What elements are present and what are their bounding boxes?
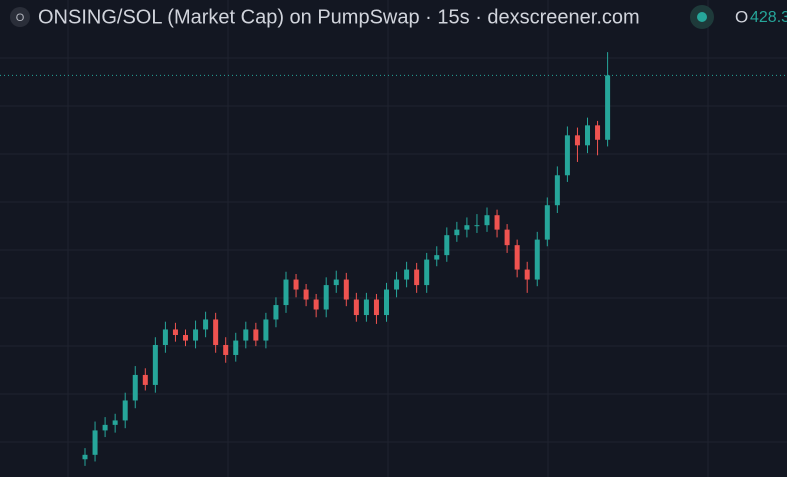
candle-body bbox=[243, 329, 249, 341]
candle-body bbox=[263, 319, 269, 341]
symbol-icon bbox=[10, 7, 30, 27]
candle-body bbox=[112, 420, 118, 425]
candle-body bbox=[223, 344, 229, 355]
candle-body bbox=[172, 329, 178, 336]
candle-body bbox=[394, 279, 400, 290]
candle-body bbox=[494, 215, 500, 230]
candle-body bbox=[585, 125, 590, 146]
candle-body bbox=[203, 319, 209, 330]
candle-body bbox=[333, 279, 339, 286]
candle-body bbox=[464, 225, 470, 230]
candle-body bbox=[564, 135, 570, 176]
candle-body bbox=[534, 239, 540, 280]
candle-body bbox=[92, 430, 98, 455]
candle-body bbox=[484, 215, 490, 226]
candle-body bbox=[544, 205, 550, 240]
candle-body bbox=[323, 285, 329, 310]
candle-body bbox=[233, 340, 239, 355]
candle-body bbox=[183, 335, 188, 341]
open-label: O bbox=[735, 7, 748, 26]
candle-body bbox=[353, 299, 359, 316]
candle-body bbox=[384, 289, 389, 316]
candle-body bbox=[605, 75, 611, 140]
candle-body bbox=[404, 269, 410, 280]
candle-body bbox=[152, 344, 158, 385]
candle-body bbox=[193, 329, 199, 341]
candles bbox=[0, 52, 787, 466]
candle-body bbox=[474, 225, 480, 227]
candle-body bbox=[253, 329, 259, 341]
symbol-icon-label: O bbox=[16, 12, 25, 24]
candle-body bbox=[343, 279, 349, 300]
candle-body bbox=[574, 135, 580, 146]
candle-body bbox=[162, 329, 168, 345]
candle-body bbox=[514, 245, 520, 270]
candle-body bbox=[524, 269, 530, 280]
candle-body bbox=[363, 299, 369, 316]
candle-body bbox=[293, 279, 299, 290]
candle-body bbox=[313, 299, 319, 310]
candle-body bbox=[595, 125, 601, 140]
candle-body bbox=[283, 279, 289, 306]
candle-body bbox=[303, 289, 309, 300]
status-dot bbox=[697, 12, 707, 22]
candle-body bbox=[82, 454, 88, 460]
candle-body bbox=[273, 305, 279, 320]
candle-body bbox=[213, 319, 219, 345]
candle-body bbox=[122, 400, 128, 421]
candle-body bbox=[504, 229, 510, 246]
candle-body bbox=[434, 255, 440, 260]
candle-body bbox=[444, 235, 450, 256]
candle-body bbox=[554, 175, 560, 206]
chart-title: ONSING/SOL (Market Cap) on PumpSwap · 15… bbox=[38, 6, 640, 28]
open-value: 428.3 bbox=[750, 9, 787, 26]
candle-body bbox=[414, 269, 420, 286]
candle-body bbox=[424, 259, 430, 286]
candle-body bbox=[373, 299, 379, 316]
candle-body bbox=[142, 374, 148, 385]
candle-body bbox=[102, 424, 108, 431]
candle-body bbox=[454, 229, 460, 236]
candle-body bbox=[132, 374, 138, 401]
